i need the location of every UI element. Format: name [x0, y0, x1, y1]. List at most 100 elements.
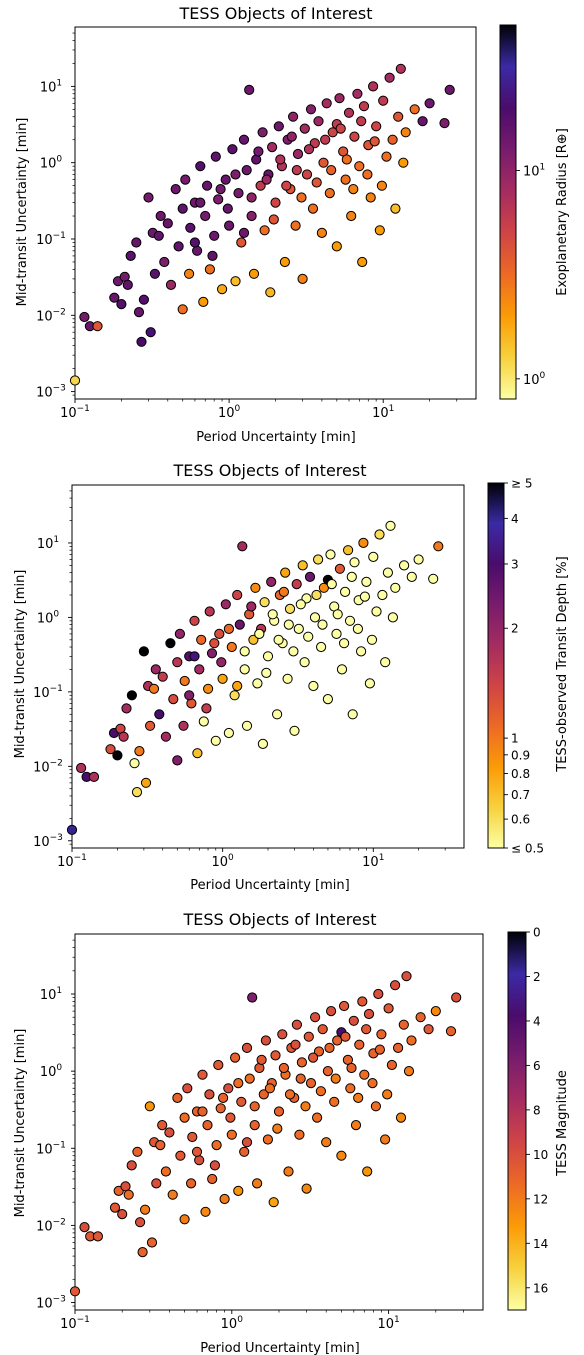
data-point — [324, 1042, 335, 1054]
data-point — [197, 1069, 208, 1080]
data-point — [200, 1206, 211, 1217]
data-point — [109, 1202, 121, 1213]
data-point — [280, 567, 291, 578]
data-point — [272, 709, 283, 720]
y-tick-label: 101 — [40, 78, 62, 95]
data-point — [430, 1006, 441, 1017]
data-point — [301, 169, 313, 180]
data-point — [125, 250, 136, 261]
data-point — [428, 573, 439, 584]
data-point — [254, 628, 265, 640]
colorbar-tick-label: 2 — [533, 970, 541, 984]
data-point — [275, 154, 286, 165]
data-point — [238, 227, 250, 238]
data-point — [299, 657, 310, 668]
data-point — [376, 180, 387, 191]
data-point — [198, 296, 209, 307]
data-point — [126, 690, 137, 701]
data-point — [162, 218, 173, 229]
data-point — [361, 576, 372, 588]
data-point — [112, 750, 123, 761]
plot-area — [74, 933, 484, 1311]
chart-title: TESS Objects of Interest — [179, 4, 373, 23]
data-point — [364, 678, 375, 689]
x-tick-label: 101 — [377, 1315, 399, 1332]
data-point — [121, 703, 132, 714]
data-point — [380, 1134, 391, 1145]
data-point — [185, 222, 196, 233]
data-point — [146, 1237, 158, 1248]
data-point — [284, 603, 296, 615]
colorbar-tick-label: 12 — [533, 1192, 548, 1206]
colorbar-tick-label: 2 — [511, 622, 519, 636]
y-axis-label: Mid-transit Uncertainty [min] — [13, 1029, 28, 1218]
data-point — [273, 634, 284, 645]
data-point — [393, 111, 404, 122]
data-point — [424, 98, 435, 109]
data-point — [174, 628, 185, 640]
data-point — [66, 824, 78, 836]
data-point — [288, 111, 299, 122]
colorbar-label: Exoplanetary Radius [R⊕] — [555, 128, 570, 296]
data-point — [226, 641, 237, 653]
data-point — [144, 1101, 155, 1112]
data-point — [349, 131, 360, 142]
x-axis-label: Period Uncertainty [min] — [196, 430, 355, 445]
data-point — [282, 673, 293, 684]
data-point — [227, 144, 238, 155]
data-point — [321, 1137, 332, 1148]
data-point — [180, 174, 191, 185]
data-point — [140, 777, 152, 788]
data-point — [289, 725, 300, 736]
colorbar-tick-label: 1 — [511, 732, 519, 746]
data-point — [362, 1166, 373, 1177]
data-point — [381, 151, 392, 162]
data-point — [343, 107, 355, 118]
data-point — [215, 184, 226, 195]
data-point — [239, 1146, 250, 1157]
data-point — [165, 279, 177, 290]
minor-ticks — [72, 939, 464, 1313]
data-point — [262, 651, 274, 662]
data-point — [131, 237, 142, 248]
data-point — [215, 1103, 226, 1114]
data-point — [297, 560, 308, 571]
colorbar-label: TESS Magnitude — [555, 1070, 570, 1177]
data-point — [273, 1106, 285, 1117]
data-point — [220, 599, 231, 610]
data-point — [165, 638, 176, 649]
data-point — [292, 148, 304, 160]
data-point — [261, 667, 272, 679]
data-point — [250, 582, 261, 593]
chart-panel-radius: TESS Objects of Interest Period Uncertai… — [15, 4, 570, 445]
data-point — [247, 992, 258, 1003]
data-point — [286, 131, 297, 142]
data-point — [225, 1112, 236, 1123]
data-point — [234, 619, 245, 630]
data-point — [354, 1039, 365, 1050]
data-point — [295, 1073, 306, 1084]
colorbar-tick-label: ≤ 0.5 — [511, 842, 544, 856]
data-point — [257, 738, 268, 750]
data-point — [313, 1046, 325, 1057]
data-point — [178, 720, 189, 731]
y-tick-label: 10−2 — [33, 758, 63, 775]
data-point — [312, 1112, 323, 1123]
data-point — [332, 1035, 343, 1046]
data-point — [326, 165, 337, 176]
data-point — [202, 1120, 213, 1131]
data-point — [398, 157, 409, 168]
data-point — [390, 980, 401, 991]
data-point — [244, 1073, 255, 1084]
data-point — [363, 1008, 375, 1020]
data-point — [326, 1006, 337, 1017]
data-point — [329, 1096, 340, 1107]
chart-title: TESS Objects of Interest — [183, 910, 377, 929]
data-point — [197, 1106, 208, 1117]
colorbar-tick-label: 0 — [533, 926, 541, 940]
data-point — [259, 597, 270, 608]
data-point — [151, 1178, 162, 1189]
data-point — [403, 1066, 415, 1077]
data-point — [175, 1150, 186, 1161]
